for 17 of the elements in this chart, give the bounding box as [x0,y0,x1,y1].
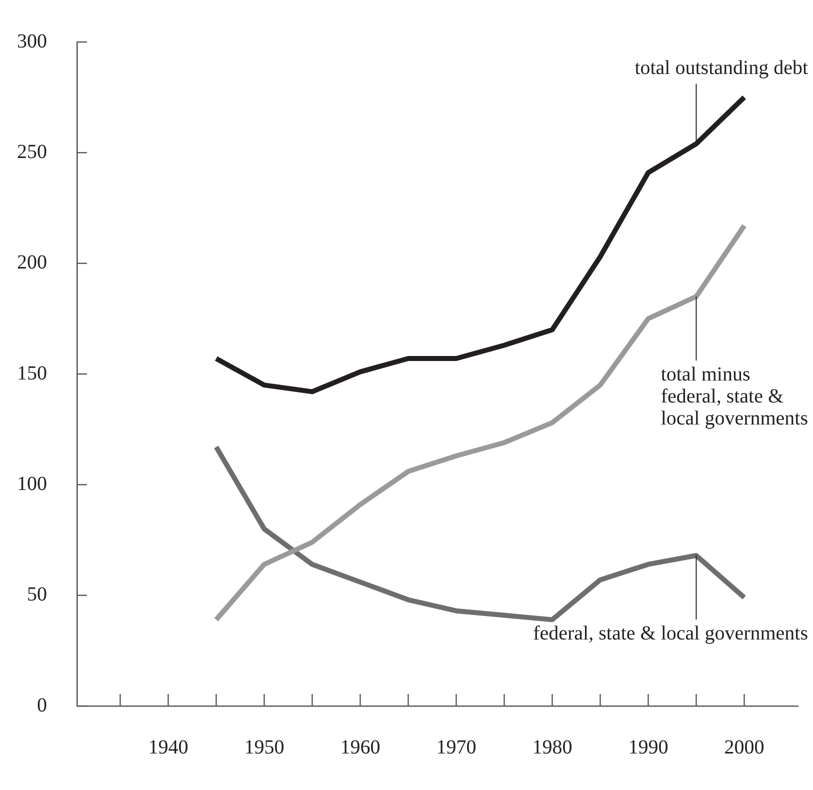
y-tick-label: 50 [27,584,47,606]
series-label: total outstanding debt [634,56,808,79]
x-tick-label: 1970 [436,736,476,758]
x-tick-label: 1960 [340,736,380,758]
y-tick-label: 100 [17,472,47,495]
y-tick-label: 300 [17,30,47,52]
y-tick-label: 200 [17,252,47,274]
x-tick-label: 1940 [148,736,188,758]
x-tick-label: 1950 [244,736,284,758]
y-tick-label: 250 [17,140,47,163]
y-tick-label: 150 [17,362,47,384]
series-label: total minus federal, state & local governments [660,364,808,430]
x-tick-label: 1980 [532,736,572,758]
y-tick-label: 0 [37,694,47,716]
x-tick-label: 1990 [628,736,668,758]
x-tick-label: 2000 [724,736,764,758]
series-label: federal, state & local governments [533,622,808,644]
